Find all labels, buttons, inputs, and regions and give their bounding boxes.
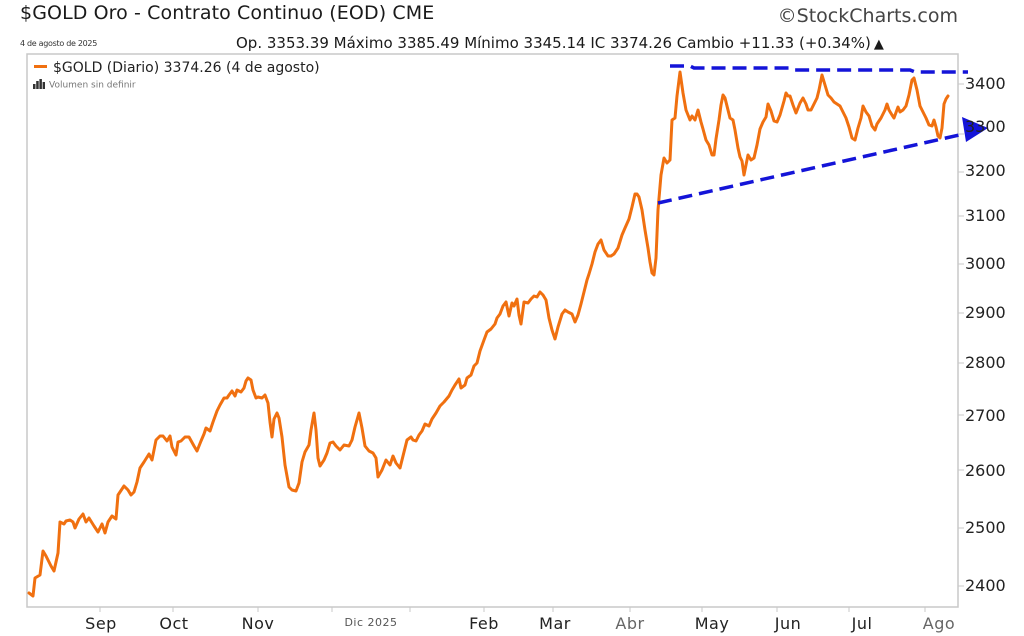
legend-volume: Volumen sin definir <box>33 79 136 91</box>
resistance-trendline <box>670 64 968 74</box>
up-arrow-icon: ▲ <box>873 37 884 52</box>
x-axis-ticks <box>99 607 926 612</box>
x-tick-jul: Jul <box>851 614 873 633</box>
x-tick-abr: Abr <box>615 614 645 633</box>
y-tick-3400: 3400 <box>965 74 1006 93</box>
x-tick-jun: Jun <box>774 614 802 633</box>
y-tick-3000: 3000 <box>965 254 1006 273</box>
legend-volume-label: Volumen sin definir <box>49 80 136 91</box>
y-tick-3100: 3100 <box>965 206 1006 225</box>
x-tick-sep: Sep <box>85 614 117 633</box>
x-tick-oct: Oct <box>159 614 189 633</box>
volume-bars-icon <box>33 79 45 89</box>
y-tick-3200: 3200 <box>965 161 1006 180</box>
legend-series: $GOLD (Diario) 3374.26 (4 de agosto) <box>34 60 320 76</box>
price-stats: Op. 3353.39 Máximo 3385.49 Mínimo 3345.1… <box>236 34 884 52</box>
plot-frame <box>26 53 959 608</box>
x-tick-mar: Mar <box>539 614 571 633</box>
x-tick-dic-2025: Dic 2025 <box>344 616 398 629</box>
brand-logo[interactable]: ©StockCharts.com <box>777 5 958 27</box>
y-tick-2500: 2500 <box>965 518 1006 537</box>
chart-title: $GOLD Oro - Contrato Continuo (EOD) CME <box>20 2 435 24</box>
y-tick-2600: 2600 <box>965 461 1006 480</box>
x-tick-may: May <box>694 614 730 633</box>
series-swatch-icon <box>34 64 47 68</box>
legend-series-label: $GOLD (Diario) 3374.26 (4 de agosto) <box>53 60 320 76</box>
x-tick-ago: Ago <box>922 614 956 633</box>
y-tick-2700: 2700 <box>965 406 1006 425</box>
y-axis-ticks <box>958 83 964 587</box>
chart-date: 4 de agosto de 2025 <box>20 39 97 48</box>
y-tick-2400: 2400 <box>965 576 1006 595</box>
price-line <box>27 70 950 598</box>
y-tick-2900: 2900 <box>965 303 1006 322</box>
x-tick-feb: Feb <box>469 614 499 633</box>
price-stats-text: Op. 3353.39 Máximo 3385.49 Mínimo 3345.1… <box>236 34 871 52</box>
x-tick-nov: Nov <box>241 614 275 633</box>
y-tick-3300: 3300 <box>965 117 1006 136</box>
y-tick-2800: 2800 <box>965 353 1006 372</box>
support-arrowhead-icon <box>962 117 988 142</box>
support-trendline <box>657 131 969 205</box>
